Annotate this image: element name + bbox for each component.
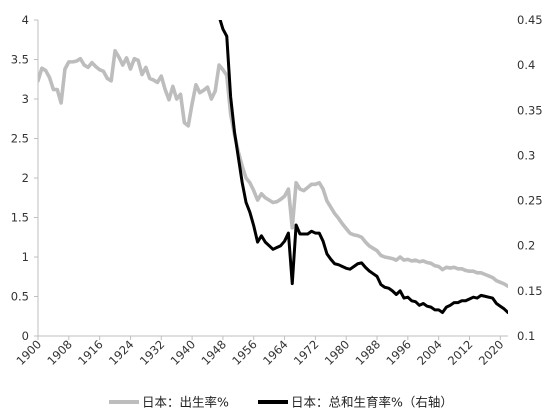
- right-tick-label: 0.2: [517, 239, 535, 253]
- right-tick-label: 0.45: [517, 13, 543, 27]
- x-tick-label: 1948: [198, 337, 229, 368]
- right-tick-label: 0.35: [517, 103, 543, 117]
- left-tick-label: 0.5: [11, 290, 29, 304]
- x-tick-label: 1980: [322, 337, 353, 368]
- x-tick-label: 1940: [168, 337, 199, 368]
- x-tick-label: 1932: [137, 337, 168, 368]
- left-tick-label: 0: [22, 329, 29, 343]
- right-tick-label: 0.1: [517, 329, 535, 343]
- left-tick-label: 1: [22, 250, 29, 264]
- x-tick-label: 1996: [383, 337, 414, 368]
- right-tick-label: 0.4: [517, 58, 535, 72]
- right-axis: 0.1 0.15 0.2 0.25 0.3 0.35 0.4 0.45: [517, 13, 543, 343]
- x-tick-label: 2012: [445, 337, 476, 368]
- right-tick-label: 0.25: [517, 194, 543, 208]
- left-tick-label: 2.5: [11, 132, 29, 146]
- x-tick-label: 2004: [414, 337, 445, 368]
- x-tick-label: 1900: [14, 337, 45, 368]
- x-tick-label: 1924: [106, 337, 137, 368]
- x-tick-label: 2020: [476, 337, 507, 368]
- x-axis: 1900 1908 1916 1924 1932 1940 1948 1956 1964 1972…: [14, 335, 508, 368]
- series-line-birth-rate: [38, 49, 508, 289]
- left-tick-label: 2: [22, 171, 29, 185]
- left-tick-label: 3: [22, 92, 29, 106]
- left-tick-label: 4: [22, 13, 29, 27]
- right-tick-label: 0.15: [517, 284, 543, 298]
- legend-label-total-fertility-rate: 日本：总和生育率%（右轴）: [291, 395, 453, 410]
- left-axis: 0 0.5 1 1.5 2 2.5 3 3.5 4: [11, 13, 39, 343]
- left-tick-label: 1.5: [11, 211, 29, 225]
- right-tick-label: 0.3: [517, 148, 535, 162]
- legend-label-birth-rate: 日本：出生率%: [142, 395, 229, 410]
- left-tick-label: 3.5: [11, 53, 29, 67]
- legend: 日本：出生率% 日本：总和生育率%（右轴）: [109, 395, 453, 410]
- x-tick-label: 1916: [75, 337, 106, 368]
- x-tick-label: 1908: [44, 337, 75, 368]
- x-tick-label: 1988: [353, 337, 384, 368]
- x-tick-label: 1964: [260, 337, 291, 368]
- series-line-total-fertility-rate: [218, 20, 508, 315]
- x-tick-label: 1972: [291, 337, 322, 368]
- plot-lines: [38, 20, 508, 315]
- x-tick-label: 1956: [229, 337, 260, 368]
